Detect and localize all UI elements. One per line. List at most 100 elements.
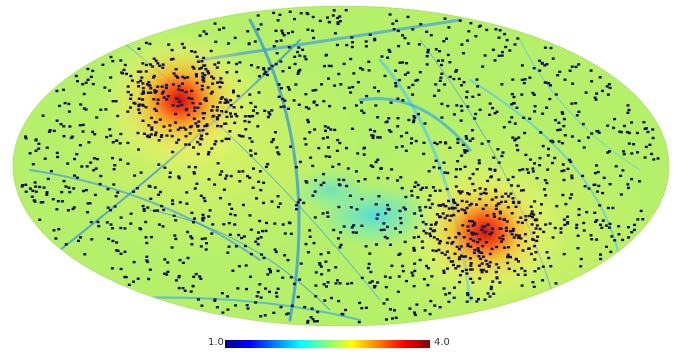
point-source	[545, 251, 549, 254]
point-source	[450, 242, 454, 245]
point-source	[451, 206, 454, 209]
point-source	[225, 115, 229, 119]
point-source	[215, 116, 219, 119]
point-source	[412, 249, 416, 252]
point-source	[335, 43, 339, 47]
point-source	[520, 93, 524, 96]
point-source	[410, 189, 414, 193]
point-source	[294, 204, 298, 207]
point-source	[152, 57, 156, 60]
point-source	[456, 141, 460, 144]
point-source	[635, 131, 639, 135]
point-source	[619, 130, 623, 134]
point-source	[627, 236, 631, 239]
point-source	[424, 232, 428, 235]
point-source	[447, 256, 451, 260]
point-source	[203, 199, 207, 203]
point-source	[520, 267, 524, 270]
point-source	[362, 111, 366, 115]
point-source	[303, 55, 307, 58]
point-source	[465, 272, 469, 275]
point-source	[173, 234, 177, 237]
point-source	[112, 168, 116, 171]
point-source	[551, 161, 554, 165]
point-source	[320, 273, 324, 276]
point-source	[421, 220, 425, 224]
point-source	[441, 59, 445, 62]
point-source	[233, 112, 237, 116]
point-source	[460, 43, 464, 46]
point-source	[582, 221, 586, 225]
point-source	[330, 296, 333, 300]
point-source	[45, 146, 49, 149]
point-source	[123, 63, 127, 67]
point-source	[433, 304, 437, 307]
point-source	[448, 146, 452, 149]
point-source	[82, 107, 86, 110]
point-source	[149, 197, 153, 200]
point-source	[51, 198, 55, 201]
point-source	[337, 178, 341, 181]
point-source	[234, 304, 238, 307]
point-source	[445, 241, 449, 245]
point-source	[443, 253, 447, 256]
point-source	[546, 154, 550, 157]
point-source	[228, 203, 231, 206]
point-source	[394, 85, 398, 88]
point-source	[156, 85, 160, 88]
point-source	[327, 64, 331, 68]
point-source	[199, 277, 203, 280]
point-source	[364, 40, 368, 43]
point-source	[447, 300, 451, 303]
point-source	[494, 207, 498, 211]
point-source	[410, 194, 414, 197]
point-source	[129, 93, 133, 97]
point-source	[622, 153, 626, 156]
point-source	[185, 107, 189, 111]
point-source	[249, 275, 252, 278]
point-source	[219, 97, 223, 100]
point-source	[96, 220, 100, 224]
point-source	[190, 243, 194, 246]
point-source	[324, 129, 327, 132]
point-source	[161, 66, 165, 69]
point-source	[279, 305, 283, 309]
point-source	[220, 81, 224, 84]
point-source	[205, 242, 208, 245]
point-source	[189, 235, 193, 238]
point-source	[621, 238, 625, 242]
point-source	[176, 76, 180, 79]
point-source	[447, 207, 451, 210]
point-source	[511, 78, 515, 81]
point-source	[474, 35, 478, 38]
point-source	[373, 130, 377, 133]
point-source	[508, 49, 512, 52]
point-source	[215, 66, 219, 69]
point-source	[484, 259, 488, 262]
point-source	[593, 96, 597, 99]
point-source	[190, 89, 194, 93]
point-source	[452, 77, 456, 81]
point-source	[220, 170, 224, 173]
point-source	[636, 218, 640, 221]
point-source	[452, 200, 456, 204]
point-source	[329, 64, 333, 68]
point-source	[495, 263, 499, 266]
point-source	[586, 136, 590, 139]
point-source	[523, 273, 527, 277]
point-source	[99, 174, 103, 178]
point-source	[339, 231, 343, 234]
point-source	[266, 162, 270, 166]
point-source	[326, 281, 330, 284]
point-source	[219, 125, 223, 128]
point-source	[485, 214, 489, 217]
point-source	[605, 245, 608, 248]
point-source	[312, 101, 316, 104]
point-source	[488, 295, 492, 298]
point-source	[415, 303, 419, 306]
point-source	[497, 54, 501, 57]
point-source	[575, 223, 579, 227]
point-source	[120, 71, 124, 74]
point-source	[490, 198, 494, 201]
point-source	[491, 280, 495, 283]
